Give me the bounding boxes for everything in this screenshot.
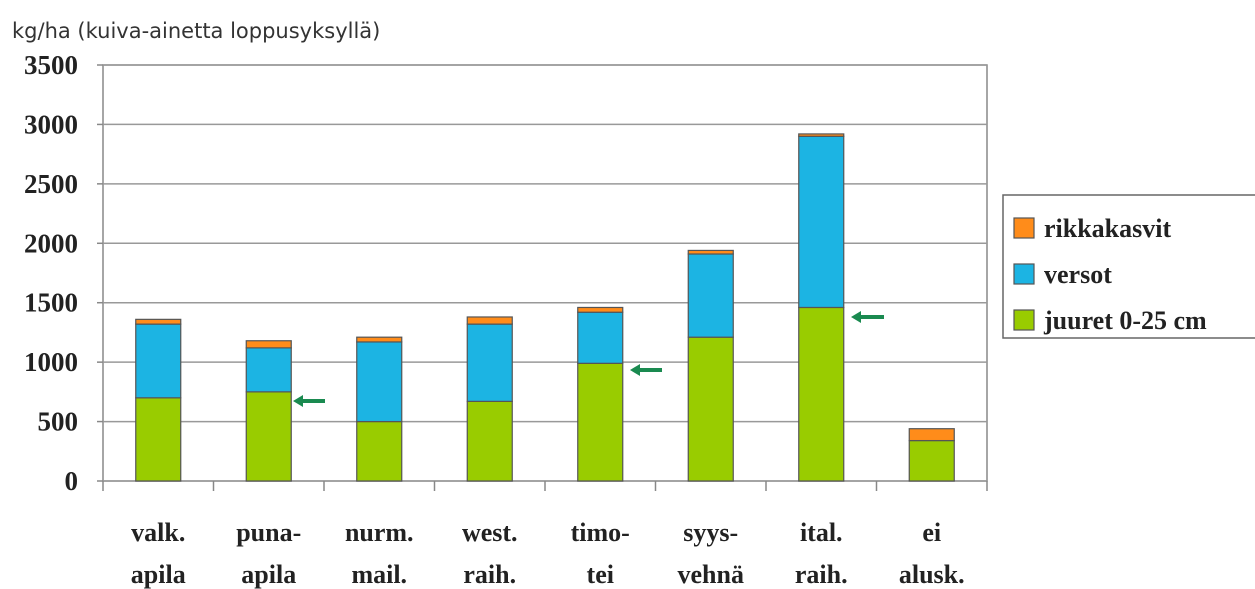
x-tick-label: raih. <box>463 560 516 589</box>
bar-segment <box>798 306 845 482</box>
bar-segment <box>577 311 624 364</box>
y-tick-label: 2500 <box>24 169 78 199</box>
x-tick-label: ital. <box>800 518 843 547</box>
bar-segment <box>908 428 955 442</box>
legend-box <box>1002 194 1255 339</box>
x-tick-label: alusk. <box>899 560 965 589</box>
bar-segment <box>908 439 955 482</box>
x-tick-label: puna- <box>236 518 301 547</box>
bar-segment <box>466 316 513 325</box>
bar-segment <box>356 420 403 482</box>
y-tick-label: 0 <box>65 466 79 496</box>
bar-segment <box>135 397 182 482</box>
bar-segment <box>798 135 845 309</box>
arrow <box>851 311 884 323</box>
y-tick-label: 1500 <box>24 288 78 318</box>
arrow <box>293 395 325 407</box>
legend-swatch <box>1013 217 1035 239</box>
y-tick-label: 1000 <box>24 347 78 377</box>
x-tick-label: mail. <box>351 560 407 589</box>
bar-segment <box>135 318 182 325</box>
legend-label: versot <box>1044 260 1112 289</box>
bar-segment <box>687 336 734 482</box>
y-axis-label: kg/ha (kuiva-ainetta loppusyksyllä) <box>12 19 380 43</box>
bar-segment <box>466 323 513 402</box>
bar-segment <box>577 306 624 313</box>
x-tick-label: apila <box>131 560 186 589</box>
arrows <box>293 311 884 407</box>
bar-segment <box>687 253 734 338</box>
y-tick-label: 3500 <box>24 50 78 80</box>
bar-segment <box>798 133 845 137</box>
x-tick-label: tei <box>587 560 614 589</box>
legend-label: rikkakasvit <box>1044 214 1171 243</box>
bar-segment <box>245 391 292 482</box>
legend-label: juuret 0-25 cm <box>1043 306 1207 335</box>
x-tick-label: raih. <box>795 560 848 589</box>
bar-segment <box>245 347 292 393</box>
x-tick-label: apila <box>241 560 296 589</box>
x-tick-label: syys- <box>683 518 738 547</box>
bar-segment <box>687 249 734 255</box>
y-tick-label: 2000 <box>24 228 78 258</box>
x-tick-label: timo- <box>571 518 630 547</box>
bar-segment <box>245 340 292 349</box>
y-tick-label: 500 <box>38 407 79 437</box>
legend-swatch <box>1013 263 1035 285</box>
legend: rikkakasvit versot juuret 0-25 cm <box>1002 194 1255 339</box>
bar-segment <box>135 323 182 399</box>
arrow <box>630 364 662 376</box>
x-tick-label: vehnä <box>678 560 744 589</box>
y-tick-label: 3000 <box>24 109 78 139</box>
x-tick-label: west. <box>462 518 518 547</box>
bar-segment <box>577 362 624 482</box>
x-tick-label: valk. <box>131 518 185 547</box>
bar-segment <box>356 336 403 343</box>
bar-segment <box>466 400 513 482</box>
plot-area <box>102 64 988 482</box>
legend-swatch <box>1013 309 1035 331</box>
x-tick-label: nurm. <box>345 518 414 547</box>
x-tick-label: ei <box>922 518 941 547</box>
bar-segment <box>356 341 403 423</box>
